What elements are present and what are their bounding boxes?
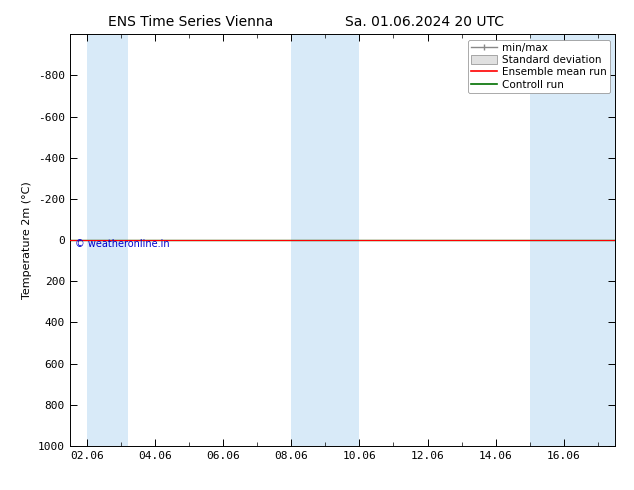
Legend: min/max, Standard deviation, Ensemble mean run, Controll run: min/max, Standard deviation, Ensemble me… xyxy=(467,40,610,93)
Text: Sa. 01.06.2024 20 UTC: Sa. 01.06.2024 20 UTC xyxy=(346,15,504,29)
Text: © weatheronline.in: © weatheronline.in xyxy=(75,239,170,249)
Text: ENS Time Series Vienna: ENS Time Series Vienna xyxy=(108,15,273,29)
Y-axis label: Temperature 2m (°C): Temperature 2m (°C) xyxy=(22,181,32,299)
Bar xyxy=(530,34,615,446)
Bar xyxy=(291,34,359,446)
Bar xyxy=(87,34,127,446)
